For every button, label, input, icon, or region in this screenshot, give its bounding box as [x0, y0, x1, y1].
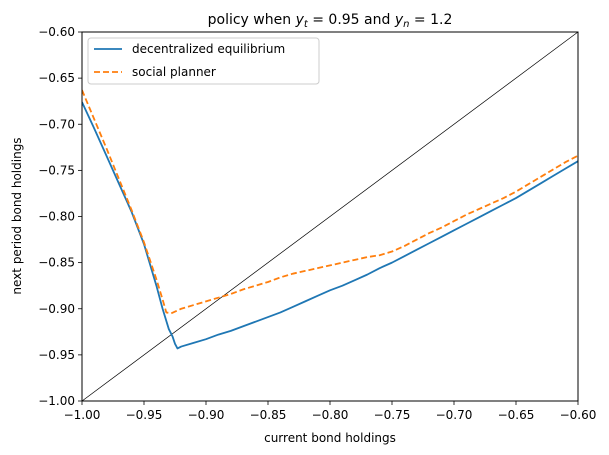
legend-box: [87, 37, 320, 85]
decentralized-equilibrium-line: [82, 101, 578, 350]
x-axis-label: current bond holdings: [264, 431, 396, 445]
y-tick-label: −0.80: [38, 210, 75, 224]
legend-label-decentralized: decentralized equilibrium: [132, 42, 285, 56]
y-tick-label: −0.75: [38, 163, 75, 177]
y-axis: −1.00 −0.95 −0.90 −0.85 −0.80 −0.75 −0.70 −0.65…: [38, 25, 82, 408]
x-tick-label: −0.95: [126, 408, 163, 422]
x-tick-label: −0.90: [188, 408, 225, 422]
x-tick-label: −0.85: [250, 408, 287, 422]
x-tick-label: −0.80: [312, 408, 349, 422]
plot-area: [81, 31, 579, 402]
chart-title: policy when yt = 0.95 and yn = 1.2: [208, 12, 453, 30]
y-axis-label: next period bond holdings: [10, 137, 24, 294]
y-tick-label: −0.85: [38, 256, 75, 270]
diagonal-line: [82, 32, 578, 401]
y-tick-label: −0.90: [38, 302, 75, 316]
legend: decentralized equilibrium social planner: [87, 37, 320, 85]
x-tick-label: −0.65: [498, 408, 535, 422]
y-tick-label: −0.95: [38, 348, 75, 362]
y-tick-label: −0.70: [38, 117, 75, 131]
social-planner-line: [82, 89, 578, 315]
y-tick-label: −0.65: [38, 71, 75, 85]
x-tick-label: −1.00: [64, 408, 101, 422]
y-tick-label: −0.60: [38, 25, 75, 39]
x-tick-label: −0.75: [374, 408, 411, 422]
x-tick-label: −0.70: [436, 408, 473, 422]
x-tick-label: −0.60: [560, 408, 597, 422]
y-tick-label: −1.00: [38, 394, 75, 408]
x-axis: −1.00 −0.95 −0.90 −0.85 −0.80 −0.75 −0.70 −0.65…: [64, 401, 597, 422]
legend-label-social-planner: social planner: [132, 65, 216, 79]
